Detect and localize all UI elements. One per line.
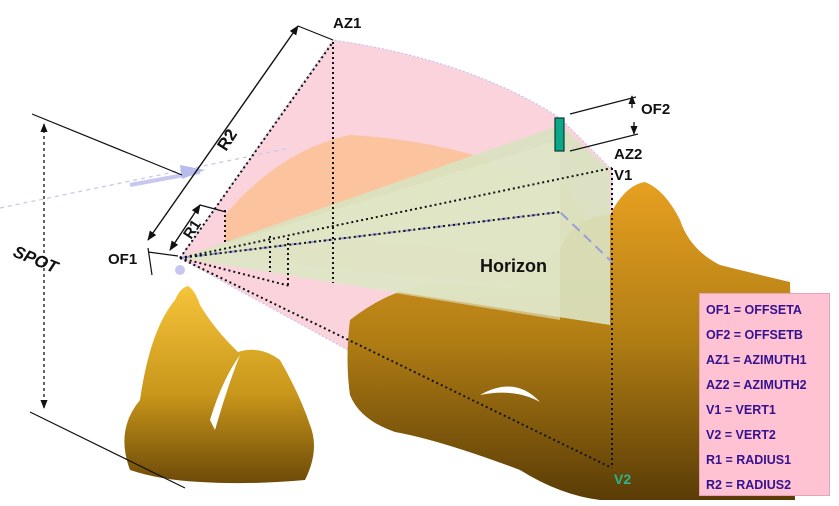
legend-item: R1 = RADIUS1 xyxy=(706,453,792,467)
legend-item: R2 = RADIUS2 xyxy=(706,478,792,492)
ray-line xyxy=(0,147,291,209)
az2-label: AZ2 xyxy=(614,146,642,163)
legend-item: OF2 = OFFSETB xyxy=(706,328,803,342)
left-mountain xyxy=(124,286,314,484)
mountain-crack xyxy=(210,355,240,430)
v2-label: V2 xyxy=(614,471,631,487)
r2-label: R2 xyxy=(213,126,241,155)
r1-dimension xyxy=(169,204,201,251)
r2-tick xyxy=(297,25,334,41)
legend-item: OF1 = OFFSETA xyxy=(706,303,802,317)
mountain-crevice xyxy=(480,386,540,402)
spot-bottom-line xyxy=(29,411,186,489)
r1-tick xyxy=(199,204,227,213)
beam-marker xyxy=(554,117,565,152)
horizon-label: Horizon xyxy=(480,256,547,276)
beam-wedge-highlight xyxy=(180,140,560,320)
legend-item: V2 = VERT2 xyxy=(706,428,776,442)
of1-label: OF1 xyxy=(108,251,137,268)
of2-top-line xyxy=(569,96,637,115)
legend-item: V1 = VERT1 xyxy=(706,403,776,417)
spot-top-line xyxy=(31,113,183,176)
of2-label: OF2 xyxy=(641,101,670,118)
origin-point xyxy=(175,265,185,275)
legend-item: AZ1 = AZIMUTH1 xyxy=(706,353,807,367)
spot-label: SPOT xyxy=(11,242,63,278)
legend-item: AZ2 = AZIMUTH2 xyxy=(706,378,807,392)
of2-bottom-line xyxy=(569,133,639,152)
right-mountain xyxy=(347,182,795,500)
az1-label: AZ1 xyxy=(333,15,361,32)
legend-box: OF1 = OFFSETA OF2 = OFFSETB AZ1 = AZIMUT… xyxy=(699,293,830,496)
of1-tick xyxy=(147,251,179,257)
v1-label: V1 xyxy=(614,167,632,184)
